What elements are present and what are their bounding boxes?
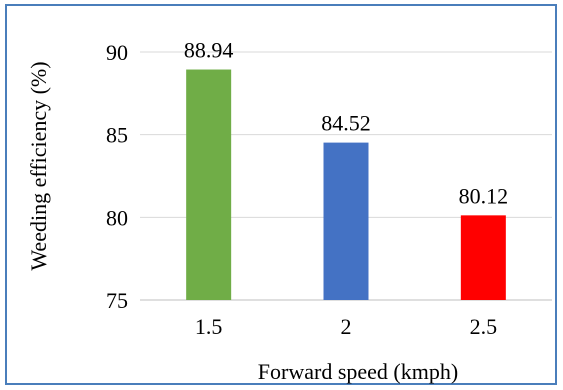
bars (186, 69, 506, 300)
data-label-2: 84.52 (321, 111, 371, 136)
y-tick-label-75: 75 (106, 288, 128, 313)
y-tick-labels: 75 80 85 90 (106, 40, 128, 313)
bar-2.5 (460, 215, 506, 300)
y-tick-label-80: 80 (106, 205, 128, 230)
y-tick-label-85: 85 (106, 123, 128, 148)
x-tick-label-1.5: 1.5 (195, 314, 223, 339)
chart-frame (5, 4, 557, 385)
data-label-1.5: 88.94 (184, 38, 234, 63)
bar-2 (323, 142, 369, 300)
x-tick-label-2.5: 2.5 (470, 314, 498, 339)
y-tick-label-90: 90 (106, 40, 128, 65)
x-tick-labels: 1.5 2 2.5 (195, 314, 497, 339)
x-tick-label-2: 2 (341, 314, 352, 339)
data-label-2.5: 80.12 (459, 183, 509, 208)
data-labels: 88.94 84.52 80.12 (184, 38, 508, 209)
x-axis-title: Forward speed (kmph) (258, 359, 458, 384)
bar-1.5 (186, 69, 232, 300)
y-axis-title: Weeding efficiency (%) (26, 61, 51, 270)
